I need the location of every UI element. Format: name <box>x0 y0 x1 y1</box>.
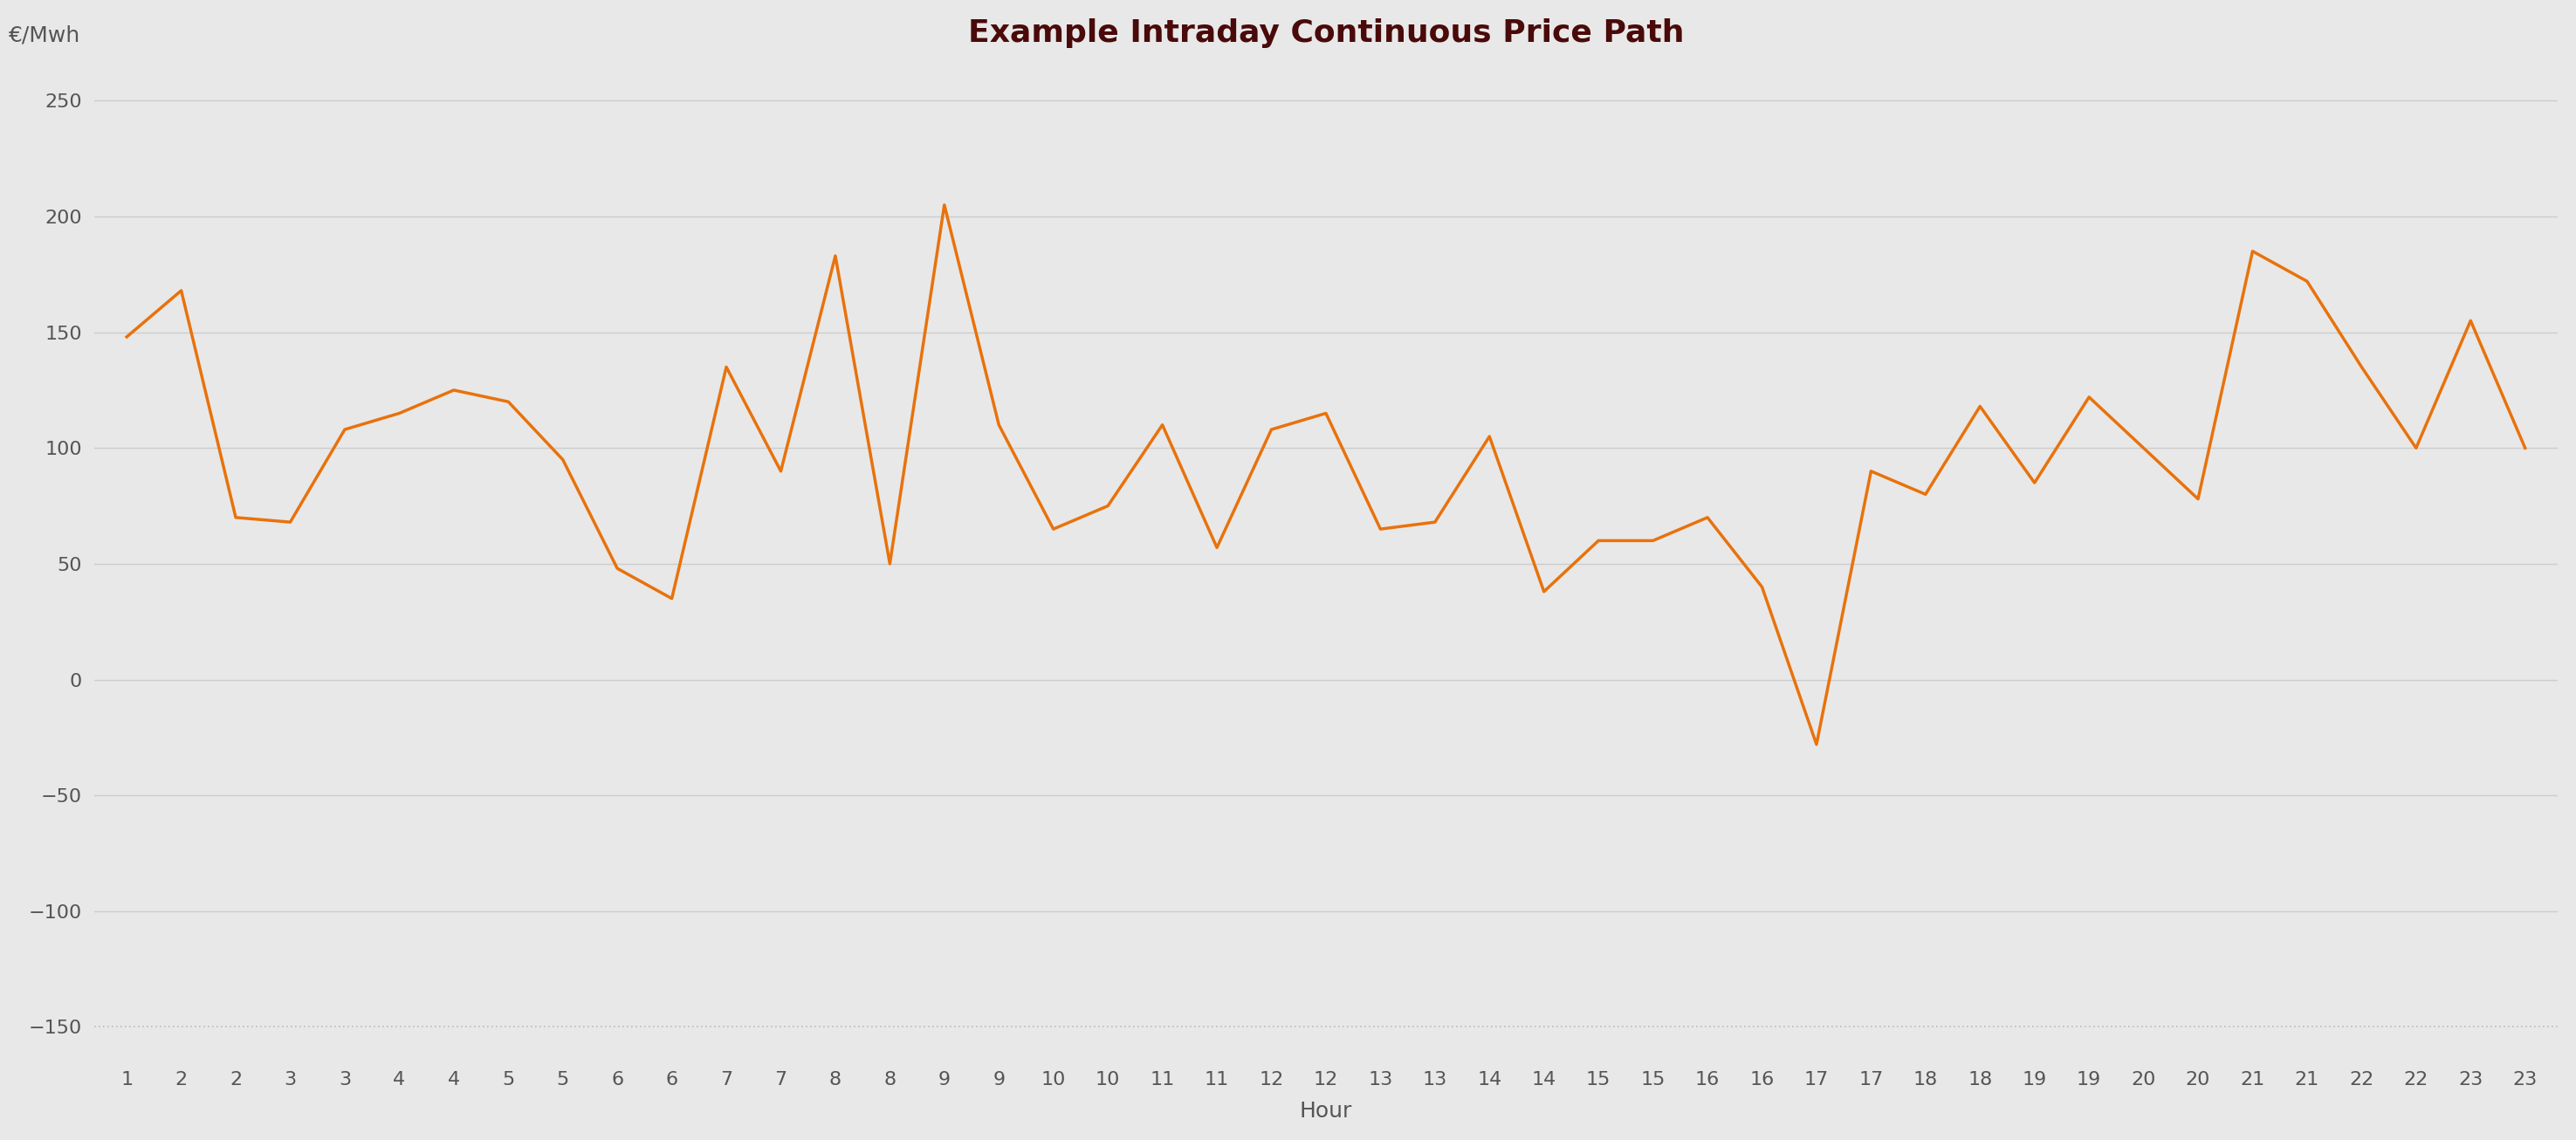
X-axis label: Hour: Hour <box>1298 1101 1352 1122</box>
Y-axis label: €/Mwh: €/Mwh <box>8 25 80 46</box>
Title: Example Intraday Continuous Price Path: Example Intraday Continuous Price Path <box>969 18 1685 48</box>
